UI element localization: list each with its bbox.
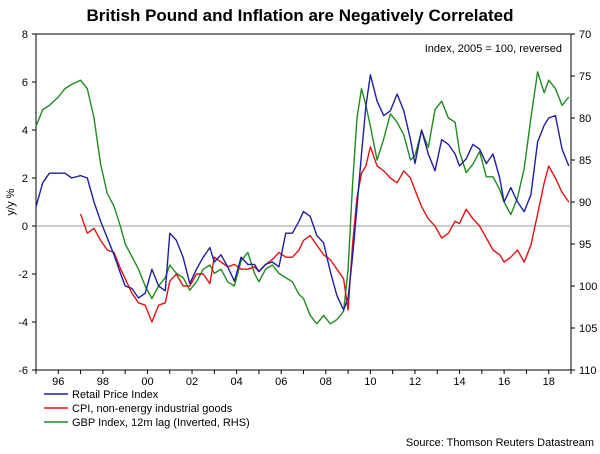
series-lines — [35, 71, 570, 325]
x-tick-label: 06 — [275, 376, 287, 388]
x-tick-label: 00 — [141, 376, 153, 388]
source-note: Source: Thomson Reuters Datastream — [406, 437, 594, 449]
x-tick-label: 98 — [97, 376, 109, 388]
plot-area — [35, 33, 572, 371]
y2-tick-label: 80 — [579, 113, 591, 125]
y2-tick-label: 90 — [579, 197, 591, 209]
y-tick-label: -2 — [18, 269, 28, 281]
y-axis-label: y/y % — [5, 188, 17, 215]
y-tick-label: 2 — [22, 173, 28, 185]
series-line-1 — [79, 146, 570, 323]
y-tick-label: 6 — [22, 77, 28, 89]
x-tick-label: 16 — [498, 376, 510, 388]
x-tick-label: 96 — [52, 376, 64, 388]
x-tick-label: 04 — [231, 376, 243, 388]
y2-tick-label: 105 — [579, 323, 597, 335]
chart-title: British Pound and Inflation are Negative… — [87, 6, 514, 25]
right-y-axis: 70 75 80 85 90 95 100 105 110 — [571, 29, 597, 377]
x-tick-label: 12 — [409, 376, 421, 388]
x-axis: 96 98 00 02 04 06 08 10 12 14 16 18 — [35, 370, 572, 388]
x-tick-label: 08 — [320, 376, 332, 388]
legend-label: CPI, non-energy industrial goods — [72, 403, 233, 415]
left-y-axis: -6 -4 -2 0 2 4 6 8 — [18, 29, 36, 377]
index-annotation: Index, 2005 = 100, reversed — [425, 43, 562, 55]
x-tick-label: 18 — [543, 376, 555, 388]
legend: Retail Price Index CPI, non-energy indust… — [44, 389, 250, 429]
y2-tick-label: 85 — [579, 155, 591, 167]
y-tick-label: -4 — [18, 317, 28, 329]
x-tick-label: 10 — [364, 376, 376, 388]
y-tick-label: 4 — [22, 125, 28, 137]
series-line-2 — [35, 71, 570, 325]
y2-tick-label: 75 — [579, 71, 591, 83]
y2-tick-label: 95 — [579, 239, 591, 251]
y-tick-label: -6 — [18, 365, 28, 377]
y-tick-label: 8 — [22, 29, 28, 41]
y-tick-label: 0 — [22, 221, 28, 233]
y2-tick-label: 110 — [579, 365, 597, 377]
x-tick-label: 14 — [453, 376, 465, 388]
series-line-0 — [35, 74, 570, 311]
y2-tick-label: 70 — [579, 29, 591, 41]
legend-label: GBP Index, 12m lag (Inverted, RHS) — [72, 417, 250, 429]
y2-tick-label: 100 — [579, 281, 597, 293]
legend-label: Retail Price Index — [72, 389, 159, 401]
x-tick-label: 02 — [186, 376, 198, 388]
